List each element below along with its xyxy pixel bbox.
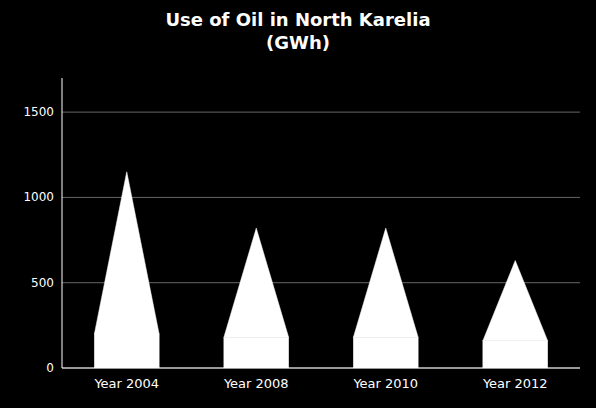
base-block xyxy=(224,337,289,368)
grid-line xyxy=(62,197,580,198)
base-block xyxy=(94,334,159,368)
title: Use of Oil in North Karelia(GWh) xyxy=(165,9,430,53)
chart-svg: Use of Oil in North Karelia(GWh) 0 500 1000… xyxy=(0,0,596,408)
background xyxy=(0,0,596,408)
y-tick-label: 0 xyxy=(46,361,54,375)
chart-container: Use of Oil in North Karelia(GWh) 0 500 1000… xyxy=(0,0,596,408)
x-tick-label: Year 2008 xyxy=(223,376,289,391)
grid-line xyxy=(62,112,580,113)
x-tick-label: Year 2004 xyxy=(93,376,159,391)
y-axis-line xyxy=(62,78,63,368)
triangle xyxy=(353,228,418,337)
marks xyxy=(94,172,547,368)
base-block xyxy=(483,341,548,368)
base-block xyxy=(353,337,418,368)
triangle xyxy=(94,172,159,334)
x-tick-label: Year 2012 xyxy=(482,376,548,391)
triangle xyxy=(483,261,548,341)
y-tick-label: 500 xyxy=(31,276,54,290)
y-tick-label: 1500 xyxy=(23,105,54,119)
x-tick-label: Year 2010 xyxy=(352,376,418,391)
triangle xyxy=(224,228,289,337)
y-tick-label: 1000 xyxy=(23,190,54,204)
